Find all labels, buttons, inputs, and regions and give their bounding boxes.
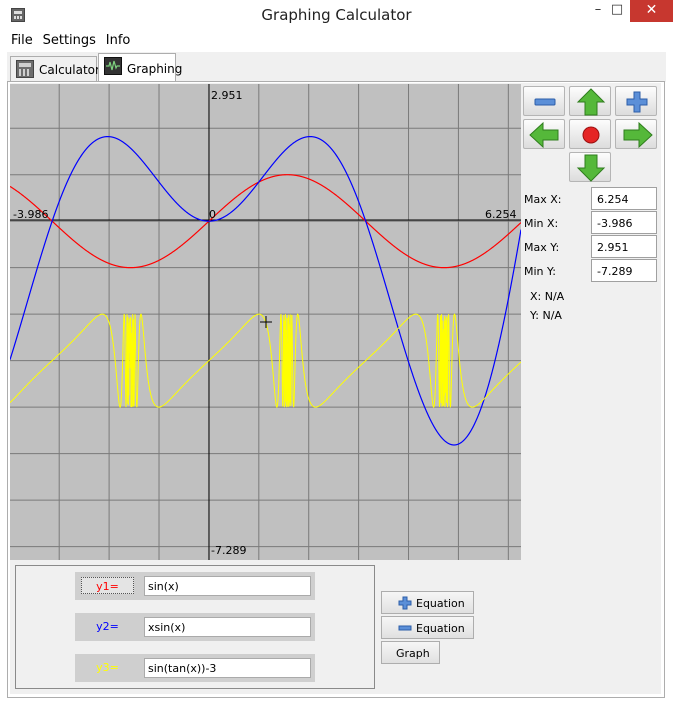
minus-icon (398, 625, 412, 631)
axis-label-top: 2.951 (211, 89, 243, 102)
curve-y2 (10, 135, 521, 446)
min-x-field[interactable]: -3.986 (591, 211, 657, 234)
pan-down-button[interactable] (569, 152, 611, 182)
axis-label-left: -3.986 (13, 208, 48, 221)
min-y-field[interactable]: -7.289 (591, 259, 657, 282)
max-y-row: Max Y: 2.951 (521, 235, 660, 259)
pan-left-button[interactable] (523, 119, 565, 149)
equation-panel: y1= sin(x) y2= xsin(x) y3= sin(tan(x))-3 (15, 565, 375, 689)
zoom-out-button[interactable] (523, 86, 565, 116)
equation-input-y3[interactable]: sin(tan(x))-3 (144, 658, 311, 678)
calculator-icon (16, 60, 34, 78)
axis-label-bottom: -7.289 (211, 544, 246, 557)
tab-bar: Calculator Graphing (7, 52, 666, 82)
equation-row-1: y1= sin(x) (75, 572, 315, 600)
menu-bar: File Settings Info (7, 30, 666, 52)
zoom-in-button[interactable] (615, 86, 657, 116)
remove-equation-label: Equation (416, 622, 465, 635)
minimize-button[interactable]: – (594, 2, 602, 17)
graph-button[interactable]: Graph (381, 641, 440, 664)
graph-canvas[interactable]: 2.951 -7.289 -3.986 6.254 0 (10, 84, 521, 560)
min-x-label: Min X: (524, 217, 559, 230)
cursor-y-readout: Y: N/A (530, 309, 562, 322)
plus-icon (398, 596, 412, 610)
graph-button-label: Graph (396, 647, 430, 660)
menu-file[interactable]: File (11, 33, 33, 48)
center-dot-icon (582, 126, 600, 144)
max-x-row: Max X: 6.254 (521, 187, 660, 211)
max-x-label: Max X: (524, 193, 562, 206)
min-y-row: Min Y: -7.289 (521, 259, 660, 283)
axis-label-right: 6.254 (485, 208, 517, 221)
remove-equation-button[interactable]: Equation (381, 616, 474, 639)
min-x-row: Min X: -3.986 (521, 211, 660, 235)
window-title: Graphing Calculator (261, 6, 412, 24)
equation-row-2: y2= xsin(x) (75, 613, 315, 641)
arrow-down-icon (576, 154, 606, 182)
center-button[interactable] (569, 119, 611, 149)
cursor-x-readout: X: N/A (530, 290, 565, 303)
equation-row-3: y3= sin(tan(x))-3 (75, 654, 315, 682)
app-calculator-icon (11, 8, 25, 22)
equation-input-y2[interactable]: xsin(x) (144, 617, 311, 637)
add-equation-button[interactable]: Equation (381, 591, 474, 614)
max-y-field[interactable]: 2.951 (591, 235, 657, 258)
equation-input-y1[interactable]: sin(x) (144, 576, 311, 596)
arrow-left-icon (529, 121, 559, 149)
tab-graphing-label: Graphing (127, 62, 183, 76)
title-bar: Graphing Calculator – □ ✕ (0, 0, 673, 30)
crosshair-cursor-icon (260, 316, 272, 328)
min-y-label: Min Y: (524, 265, 556, 278)
minus-icon (534, 98, 556, 106)
max-y-label: Max Y: (524, 241, 560, 254)
maximize-button[interactable]: □ (610, 2, 624, 17)
pan-up-button[interactable] (569, 86, 611, 116)
max-x-field[interactable]: 6.254 (591, 187, 657, 210)
tab-calculator-label: Calculator (39, 63, 100, 77)
tab-graphing[interactable]: Graphing (98, 53, 182, 82)
add-equation-label: Equation (416, 597, 465, 610)
graph-icon (104, 57, 122, 75)
equation-label-y2: y2= (96, 620, 119, 633)
pan-right-button[interactable] (615, 119, 657, 149)
tab-calculator[interactable]: Calculator (10, 56, 100, 81)
curve-y1 (10, 174, 521, 269)
menu-settings[interactable]: Settings (42, 33, 96, 48)
equation-label-y3: y3= (96, 661, 119, 674)
equation-label-y1: y1= (81, 577, 134, 594)
plus-icon (626, 91, 648, 113)
arrow-up-icon (576, 88, 606, 116)
arrow-right-icon (623, 121, 653, 149)
close-button[interactable]: ✕ (630, 0, 673, 22)
axis-label-origin: 0 (209, 208, 216, 221)
menu-info[interactable]: Info (105, 33, 131, 48)
